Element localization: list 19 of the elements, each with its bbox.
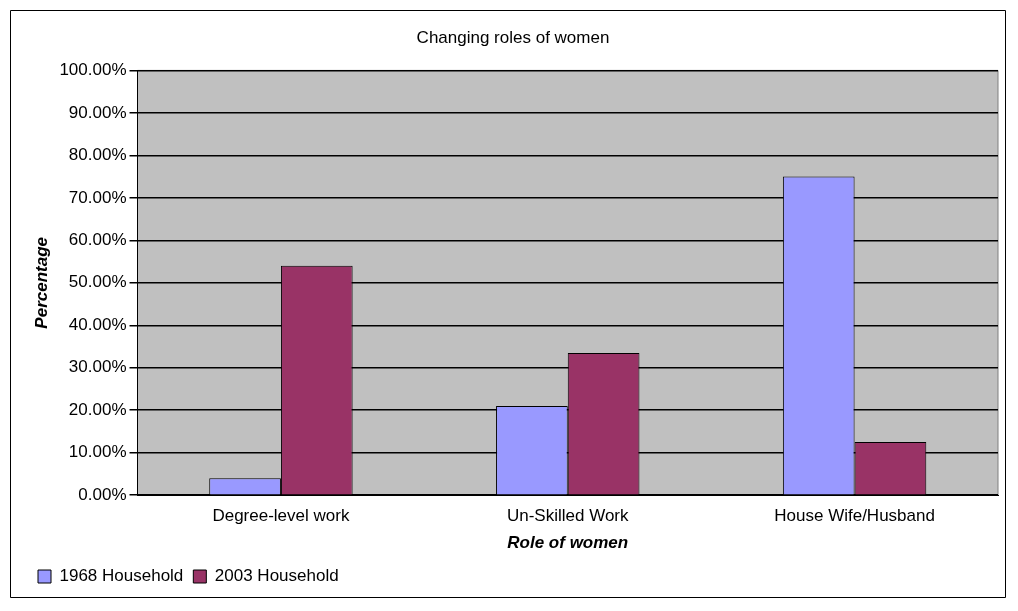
y-tick-label: 80.00%	[68, 145, 127, 165]
y-axis-title: Percentage	[31, 236, 51, 329]
y-tick-label: 20.00%	[68, 399, 127, 419]
legend-label: 1968 Household	[59, 566, 184, 586]
y-tick-label: 60.00%	[68, 230, 127, 250]
x-axis-title: Role of women	[507, 533, 629, 553]
y-tick-label: 0.00%	[78, 484, 127, 504]
legend-label: 2003 Household	[214, 566, 339, 586]
y-tick-label: 50.00%	[68, 272, 127, 292]
y-tick-label: 40.00%	[68, 314, 127, 334]
x-tick-label: House Wife/Husband	[774, 506, 935, 526]
y-tick-label: 90.00%	[68, 102, 127, 122]
chart-title: Changing roles of women	[416, 27, 610, 47]
x-tick-label: Degree-level work	[212, 506, 350, 526]
x-tick-label: Un-Skilled Work	[506, 506, 630, 526]
y-tick-label: 100.00%	[59, 60, 127, 80]
y-tick-label: 70.00%	[68, 187, 127, 207]
y-tick-label: 10.00%	[68, 442, 127, 462]
y-tick-label: 30.00%	[68, 357, 127, 377]
